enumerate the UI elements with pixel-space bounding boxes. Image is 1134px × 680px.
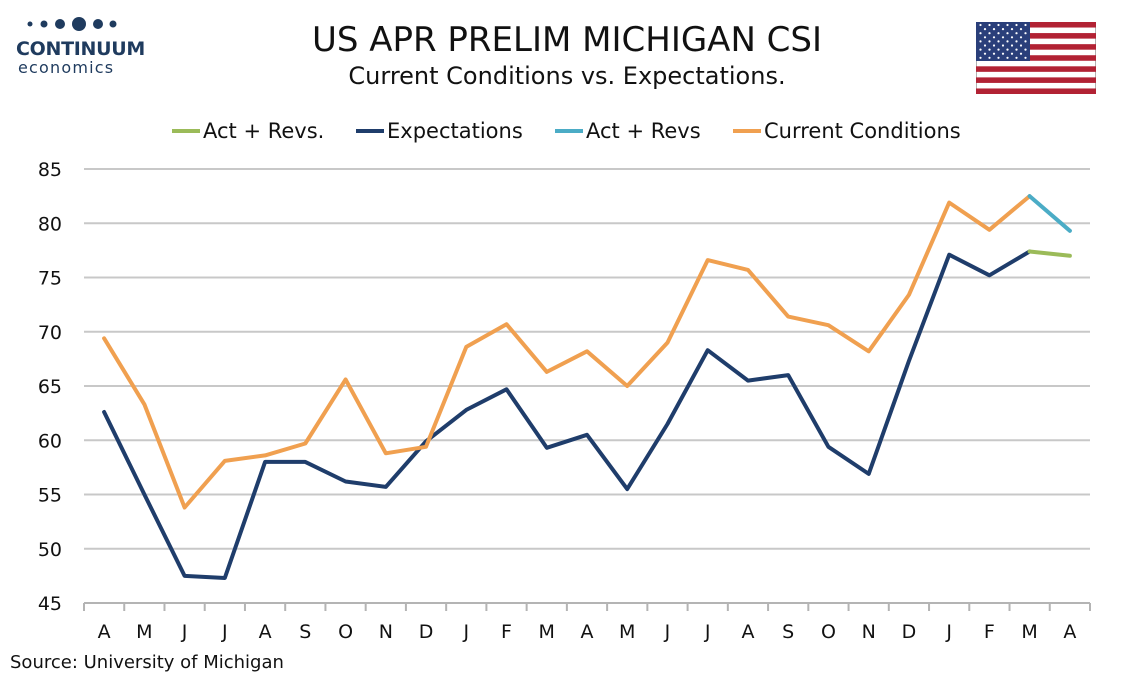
x-tick-label: J xyxy=(704,621,711,643)
chart-subtitle: Current Conditions vs. Expectations. xyxy=(348,62,786,90)
legend-label: Act + Revs xyxy=(586,119,701,143)
x-tick-label: A xyxy=(259,621,272,643)
x-tick-label: A xyxy=(98,621,111,643)
logo-dots-icon xyxy=(27,17,117,31)
chart-title: US APR PRELIM MICHIGAN CSI xyxy=(311,20,823,60)
y-tick-label: 85 xyxy=(38,159,62,181)
x-tick-label: M xyxy=(539,621,555,643)
x-tick-label: J xyxy=(945,621,952,643)
y-tick-label: 60 xyxy=(38,430,62,452)
x-tick-label: M xyxy=(1021,621,1037,643)
continuum-economics-logo: CONTINUUM economics xyxy=(12,12,145,82)
x-tick-label: O xyxy=(338,621,353,643)
y-tick-label: 75 xyxy=(38,268,62,290)
x-tick-label: M xyxy=(136,621,152,643)
series-line-act-revs xyxy=(1027,249,1072,258)
y-tick-label: 45 xyxy=(38,593,62,615)
gridlines xyxy=(84,168,1090,550)
y-tick-label: 50 xyxy=(38,539,62,561)
y-tick-label: 65 xyxy=(38,376,62,398)
x-tick-label: D xyxy=(902,621,917,643)
series-lines xyxy=(102,194,1072,580)
y-tick-label: 55 xyxy=(38,485,62,507)
x-tick-label: A xyxy=(1063,621,1076,643)
x-tick-label: D xyxy=(419,621,434,643)
x-tick-label: J xyxy=(181,621,188,643)
legend-label: Act + Revs. xyxy=(203,119,324,143)
x-tick-label: N xyxy=(862,621,876,643)
y-tick-label: 70 xyxy=(38,322,62,344)
logo-sub: economics xyxy=(18,58,115,77)
logo-brand: CONTINUUM xyxy=(16,38,145,60)
x-tick-label: N xyxy=(379,621,393,643)
series-line-expectations xyxy=(102,249,1032,580)
axes: 45 50 55 60 65 70 75 80 85 A M J J A S O N D J F M A M J J A S O N D J… xyxy=(38,159,1091,643)
series-line-current-conditions xyxy=(102,194,1032,510)
us-flag-icon xyxy=(976,22,1096,94)
legend-label: Current Conditions xyxy=(764,119,961,143)
y-tick-label: 80 xyxy=(38,213,62,235)
x-tick-label: F xyxy=(984,621,995,643)
x-tick-label: A xyxy=(741,621,754,643)
x-tick-label: O xyxy=(821,621,836,643)
x-tick-label: S xyxy=(782,621,794,643)
source-note: Source: University of Michigan xyxy=(10,652,284,673)
legend-label: Expectations xyxy=(387,119,523,143)
x-tick-label: S xyxy=(299,621,311,643)
x-tick-label: A xyxy=(581,621,594,643)
series-line-act-revs xyxy=(1027,194,1072,233)
x-tick-label: F xyxy=(501,621,512,643)
x-tick-label: M xyxy=(619,621,635,643)
x-tick-label: J xyxy=(664,621,671,643)
x-tick-label: J xyxy=(462,621,469,643)
legend: Act + Revs. Expectations Act + Revs Current… xyxy=(172,119,961,143)
x-tick-label: J xyxy=(221,621,228,643)
